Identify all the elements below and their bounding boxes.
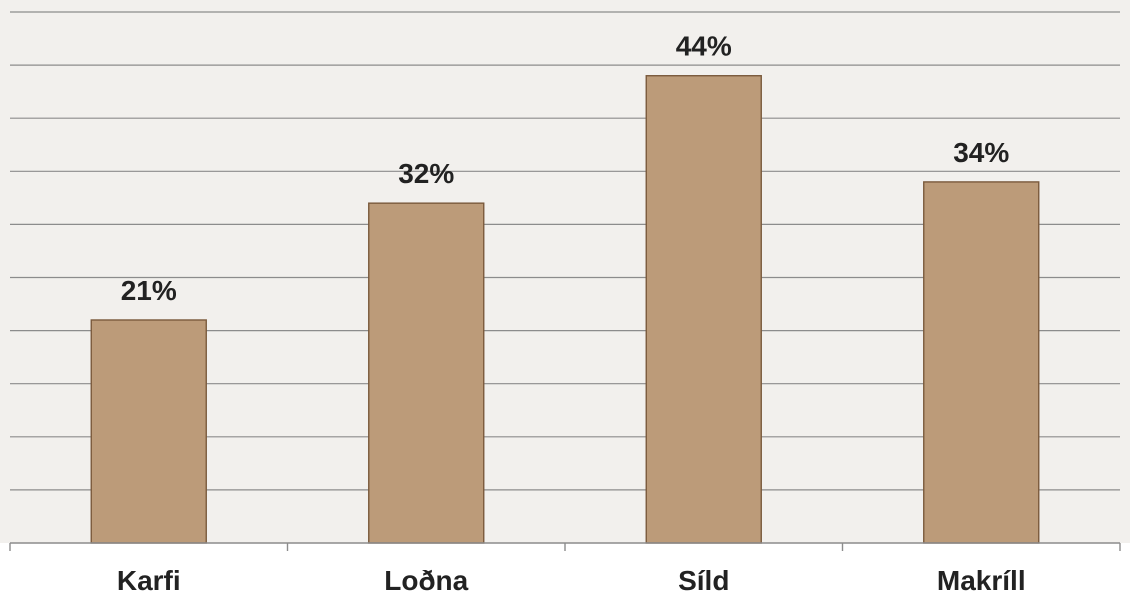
x-tick-label: Makríll: [937, 565, 1026, 596]
data-label: 34%: [953, 137, 1009, 168]
x-tick-label: Karfi: [117, 565, 181, 596]
data-label: 32%: [398, 158, 454, 189]
data-labels: 21% 32% 44% 34%: [121, 31, 1010, 306]
data-label: 21%: [121, 275, 177, 306]
bars: [90, 75, 1040, 544]
data-label: 44%: [676, 31, 732, 62]
x-tick-labels: Karfi Loðna Síld Makríll: [117, 565, 1026, 596]
x-tick-label: Síld: [678, 565, 729, 596]
bar-síld: [645, 75, 762, 544]
bar-karfi: [90, 319, 207, 544]
bar-loðna: [368, 202, 485, 544]
bar-makríll: [923, 181, 1040, 544]
x-tick-label: Loðna: [384, 565, 468, 596]
x-axis: [9, 542, 1121, 551]
